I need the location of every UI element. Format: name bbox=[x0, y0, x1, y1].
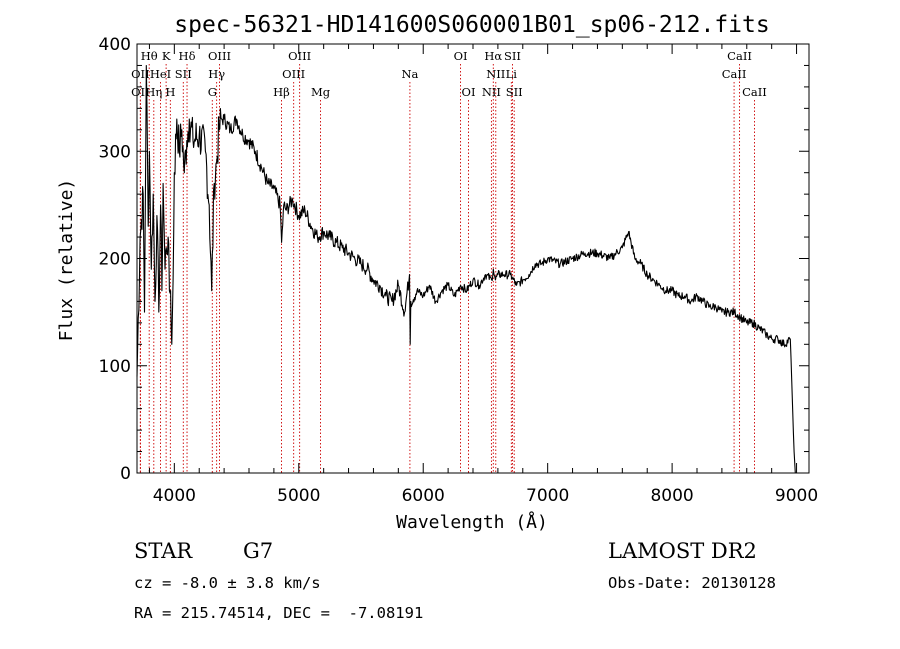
line-label-2: Hδ bbox=[179, 49, 196, 63]
y-axis-label: Flux (relative) bbox=[56, 179, 77, 342]
line-label-20: H bbox=[165, 85, 175, 99]
x-tick-label: 4000 bbox=[153, 486, 196, 506]
line-label-26: SII bbox=[506, 85, 523, 99]
class-label: STAR bbox=[134, 539, 193, 563]
line-label-8: CaII bbox=[727, 49, 752, 63]
redshift-text: cz = -8.0 ± 3.8 km/s bbox=[134, 574, 321, 592]
spectrum-line bbox=[136, 64, 797, 474]
y-tick-label: 400 bbox=[99, 35, 131, 55]
chart-title: spec-56321-HD141600S060001B01_sp06-212.f… bbox=[174, 12, 769, 38]
line-label-3: OIII bbox=[208, 49, 231, 63]
line-label-12: Hγ bbox=[208, 67, 225, 81]
line-label-13: OIII bbox=[282, 67, 305, 81]
line-label-0: Hθ bbox=[141, 49, 158, 63]
x-tick-label: 5000 bbox=[277, 486, 320, 506]
line-label-27: CaII bbox=[742, 85, 767, 99]
line-label-23: Mg bbox=[311, 85, 331, 99]
subclass-label: G7 bbox=[243, 539, 274, 563]
line-label-11: SII bbox=[175, 67, 192, 81]
line-label-24: OI bbox=[462, 85, 476, 99]
line-label-9: OII bbox=[131, 67, 150, 81]
x-tick-label: 7000 bbox=[526, 486, 569, 506]
line-markers bbox=[139, 64, 755, 473]
line-label-22: Hβ bbox=[273, 85, 290, 99]
coordinates-text: RA = 215.74514, DEC = -7.08191 bbox=[134, 604, 424, 622]
line-label-10: HeI bbox=[150, 67, 171, 81]
x-axis: 4000 5000 6000 7000 8000 9000 bbox=[148, 44, 818, 506]
x-tick-label: 8000 bbox=[650, 486, 693, 506]
y-tick-label: 100 bbox=[99, 357, 131, 377]
y-axis: 0 100 200 300 400 bbox=[99, 35, 809, 484]
y-tick-label: 200 bbox=[99, 250, 131, 270]
y-tick-label: 0 bbox=[120, 464, 131, 484]
line-label-19: Hη bbox=[145, 85, 162, 99]
line-label-5: OI bbox=[454, 49, 468, 63]
x-axis-label: Wavelength (Å) bbox=[396, 511, 548, 533]
line-label-15: NII bbox=[486, 67, 505, 81]
x-tick-label: 9000 bbox=[775, 486, 818, 506]
line-label-21: G bbox=[208, 85, 217, 99]
survey-label: LAMOST DR2 bbox=[608, 539, 757, 563]
line-label-16: Li bbox=[506, 67, 518, 81]
line-label-25: NII bbox=[482, 85, 501, 99]
x-tick-label: 6000 bbox=[402, 486, 445, 506]
line-label-4: OIII bbox=[288, 49, 311, 63]
line-label-6: Hα bbox=[484, 49, 502, 63]
obs-date-text: Obs-Date: 20130128 bbox=[608, 574, 776, 592]
line-label-1: K bbox=[162, 49, 171, 63]
plot-frame bbox=[136, 43, 810, 474]
line-label-18: OII bbox=[131, 85, 150, 99]
line-label-7: SII bbox=[504, 49, 521, 63]
line-label-17: CaII bbox=[722, 67, 747, 81]
line-label-14: Na bbox=[401, 67, 418, 81]
y-tick-label: 300 bbox=[99, 142, 131, 162]
